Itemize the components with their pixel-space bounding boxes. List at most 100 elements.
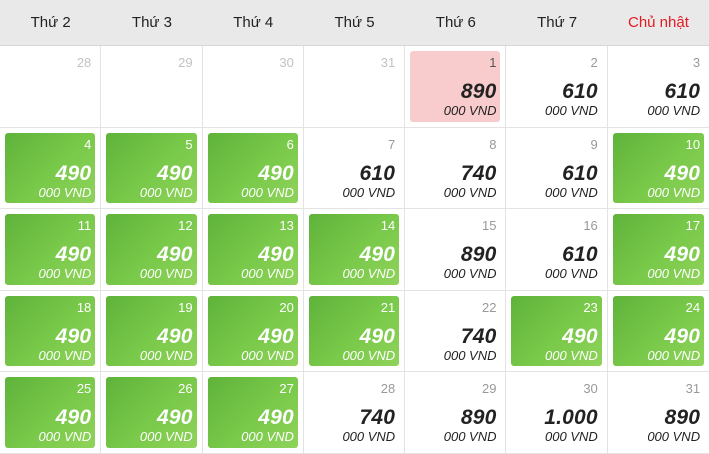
fare-price: 490	[156, 406, 193, 429]
weekday-mon: Thứ 2	[30, 14, 71, 31]
day-cell[interactable]: 24 490 000 VND	[607, 291, 709, 372]
cheapest-fare-highlight[interactable]: 14 490 000 VND	[308, 214, 400, 285]
fare-unit: 000 VND	[241, 347, 294, 363]
day-number: 15	[482, 218, 497, 233]
day-cell[interactable]: 13 490 000 VND	[202, 209, 304, 291]
day-cell[interactable]: 4 490 000 VND	[0, 127, 102, 209]
day-cell[interactable]: 18 490 000 VND	[0, 290, 102, 372]
day-grid: 28 29 30 31 1 890 000 VND 2 610 000 VND 3 610 000 VN…	[0, 46, 709, 454]
day-number: 5	[185, 136, 193, 152]
day-number: 17	[685, 218, 701, 233]
cheapest-fare-highlight[interactable]: 20 490 000 VND	[207, 295, 298, 366]
day-cell[interactable]: 9 610 000 VND	[506, 127, 608, 209]
cheapest-fare-highlight[interactable]: 26 490 000 VND	[106, 377, 197, 448]
weekday-wed: Thứ 4	[233, 14, 274, 31]
cheapest-fare-highlight[interactable]: 12 490 000 VND	[106, 214, 197, 285]
day-cell[interactable]: 11 490 000 VND	[0, 209, 102, 291]
cheapest-fare-highlight[interactable]: 21 490 000 VND	[308, 295, 400, 366]
weekday-thu: Thứ 5	[334, 14, 375, 31]
cheapest-fare-highlight[interactable]: 11 490 000 VND	[5, 214, 96, 285]
day-cell[interactable]: 21 490 000 VND	[303, 290, 406, 372]
day-cell[interactable]: 28 740 000 VND	[303, 372, 406, 454]
fare-unit: 000 VND	[139, 184, 193, 200]
cheapest-fare-highlight[interactable]: 23 490 000 VND	[511, 295, 602, 366]
day-cell[interactable]: 17 490 000 VND	[607, 209, 709, 291]
day-cell[interactable]: 31 890 000 VND	[607, 372, 709, 454]
day-cell[interactable]: 30 1.000 000 VND	[506, 372, 608, 454]
day-cell[interactable]: 2 610 000 VND	[506, 46, 608, 128]
day-cell[interactable]: 15 890 000 VND	[405, 209, 507, 291]
fare-price: 490	[156, 324, 193, 348]
fare-price: 610	[359, 161, 396, 185]
fare-price: 490	[258, 161, 294, 185]
fare-unit: 000 VND	[38, 266, 92, 281]
fare-price: 490	[359, 243, 396, 266]
fare-unit: 000 VND	[38, 429, 92, 444]
day-number: 29	[482, 381, 497, 396]
cheapest-fare-highlight[interactable]: 25 490 000 VND	[5, 377, 96, 448]
fare-price: 890	[460, 406, 497, 429]
day-cell[interactable]: 1 890 000 VND	[405, 46, 507, 128]
day-number: 21	[380, 299, 396, 315]
cheapest-fare-highlight[interactable]: 13 490 000 VND	[207, 214, 298, 285]
day-cell[interactable]: 8 740 000 VND	[405, 127, 507, 209]
fare-price: 490	[664, 161, 701, 185]
day-cell[interactable]: 5 490 000 VND	[101, 127, 203, 209]
day-cell[interactable]: 20 490 000 VND	[202, 290, 304, 372]
day-cell[interactable]: 23 490 000 VND	[506, 290, 608, 372]
day-cell[interactable]: 10 490 000 VND	[607, 128, 709, 209]
fare-unit: 000 VND	[443, 103, 497, 118]
fare-price: 490	[359, 324, 396, 348]
fare-price: 490	[156, 161, 193, 185]
fare-unit: 000 VND	[241, 266, 294, 281]
day-cell[interactable]: 14 490 000 VND	[303, 209, 406, 291]
fare-unit: 000 VND	[139, 429, 193, 444]
cheapest-fare-highlight[interactable]: 5 490 000 VND	[106, 132, 197, 203]
day-number: 10	[685, 136, 701, 152]
fare-unit: 000 VND	[241, 184, 294, 200]
day-cell[interactable]: 22 740 000 VND	[405, 290, 507, 372]
day-cell[interactable]: 25 490 000 VND	[0, 372, 102, 454]
day-cell[interactable]: 16 610 000 VND	[506, 209, 608, 291]
cheapest-fare-highlight[interactable]: 24 490 000 VND	[612, 295, 705, 366]
day-cell[interactable]: 6 490 000 VND	[202, 127, 304, 209]
fare-price: 890	[664, 406, 701, 429]
cheapest-fare-highlight[interactable]: 18 490 000 VND	[5, 295, 96, 366]
cheapest-fare-highlight[interactable]: 4 490 000 VND	[5, 132, 96, 203]
cheapest-fare-highlight[interactable]: 19 490 000 VND	[106, 295, 197, 366]
cheapest-fare-highlight[interactable]: 6 490 000 VND	[207, 132, 298, 203]
fare-unit: 000 VND	[342, 429, 396, 444]
day-cell[interactable]: 29 890 000 VND	[405, 372, 507, 454]
day-number: 12	[178, 218, 193, 233]
day-cell[interactable]: 3 610 000 VND	[607, 46, 709, 128]
day-number: 9	[590, 136, 598, 152]
fare-unit: 000 VND	[647, 429, 701, 444]
selected-day-highlight[interactable]: 1 890 000 VND	[410, 51, 501, 122]
fare-unit: 000 VND	[342, 266, 396, 281]
day-cell[interactable]: 26 490 000 VND	[101, 372, 203, 454]
fare-unit: 000 VND	[342, 184, 396, 200]
cheapest-fare-highlight[interactable]: 10 490 000 VND	[612, 132, 705, 203]
fare-price: 490	[156, 243, 193, 266]
day-number: 8	[489, 136, 497, 152]
cheapest-fare-highlight[interactable]: 17 490 000 VND	[612, 214, 705, 285]
fare-price: 890	[460, 243, 497, 266]
fare-price: 490	[258, 324, 294, 348]
day-cell[interactable]: 12 490 000 VND	[101, 209, 203, 291]
fare-price: 740	[460, 161, 497, 185]
weekday-tue: Thứ 3	[131, 14, 172, 31]
day-cell: 30	[202, 46, 304, 128]
fare-unit: 000 VND	[647, 347, 701, 363]
day-cell[interactable]: 7 610 000 VND	[303, 127, 406, 209]
fare-price: 610	[562, 80, 598, 103]
day-cell[interactable]: 27 490 000 VND	[202, 372, 304, 454]
cheapest-fare-highlight[interactable]: 27 490 000 VND	[207, 377, 298, 448]
fare-unit: 000 VND	[647, 184, 701, 200]
day-number: 3	[692, 55, 701, 70]
day-cell: 28	[0, 46, 102, 128]
fare-unit: 000 VND	[443, 266, 497, 281]
fare-unit: 000 VND	[139, 347, 193, 363]
day-number: 29	[178, 55, 193, 70]
day-cell[interactable]: 19 490 000 VND	[101, 290, 203, 372]
fare-unit: 000 VND	[545, 266, 598, 281]
